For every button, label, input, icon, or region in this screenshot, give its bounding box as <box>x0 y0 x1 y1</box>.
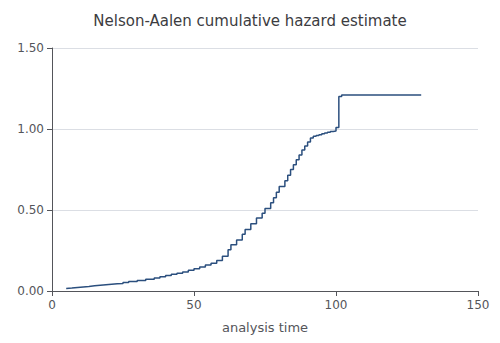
svg-text:analysis time: analysis time <box>222 320 308 335</box>
svg-text:0.50: 0.50 <box>17 203 44 217</box>
svg-text:0: 0 <box>48 298 56 312</box>
svg-text:100: 100 <box>325 298 348 312</box>
svg-text:50: 50 <box>186 298 201 312</box>
svg-text:1.00: 1.00 <box>17 122 44 136</box>
svg-text:0.00: 0.00 <box>17 284 44 298</box>
svg-text:Nelson-Aalen cumulative hazard: Nelson-Aalen cumulative hazard estimate <box>93 12 406 30</box>
svg-text:1.50: 1.50 <box>17 41 44 55</box>
svg-text:150: 150 <box>467 298 490 312</box>
